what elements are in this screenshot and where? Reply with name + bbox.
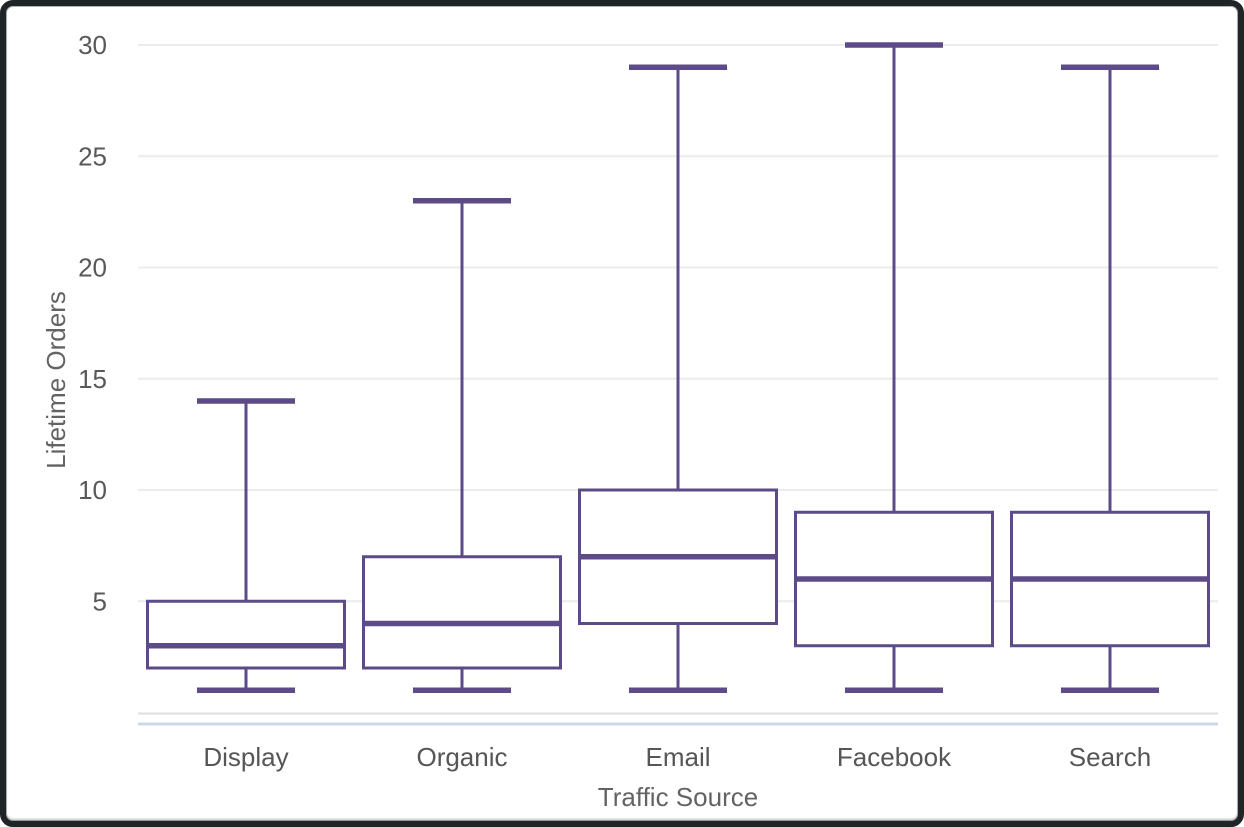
boxplot-email[interactable] xyxy=(578,64,778,693)
y-tick-label: 20 xyxy=(78,253,107,283)
label-layer: 5 10 15 20 25 30 Display Organic Email Facebook Se… xyxy=(78,30,1151,772)
boxplot-organic[interactable] xyxy=(362,198,562,693)
y-axis-title: Lifetime Orders xyxy=(41,291,71,469)
y-tick-label: 25 xyxy=(78,141,107,171)
y-tick-label: 30 xyxy=(78,30,107,60)
x-category-label: Organic xyxy=(416,742,507,772)
iqr-box xyxy=(146,599,346,670)
y-tick-label: 15 xyxy=(78,364,107,394)
x-category-label: Email xyxy=(645,742,710,772)
boxplot-search[interactable] xyxy=(1010,64,1210,693)
x-category-label: Search xyxy=(1069,742,1151,772)
boxplot-facebook[interactable] xyxy=(794,42,994,693)
iqr-box xyxy=(362,555,562,670)
box-layer xyxy=(146,42,1210,693)
boxplot-display[interactable] xyxy=(146,398,346,693)
y-tick-label: 5 xyxy=(93,586,107,616)
x-category-label: Facebook xyxy=(837,742,952,772)
y-tick-label: 10 xyxy=(78,475,107,505)
x-axis-title: Traffic Source xyxy=(598,782,758,812)
x-category-label: Display xyxy=(203,742,288,772)
